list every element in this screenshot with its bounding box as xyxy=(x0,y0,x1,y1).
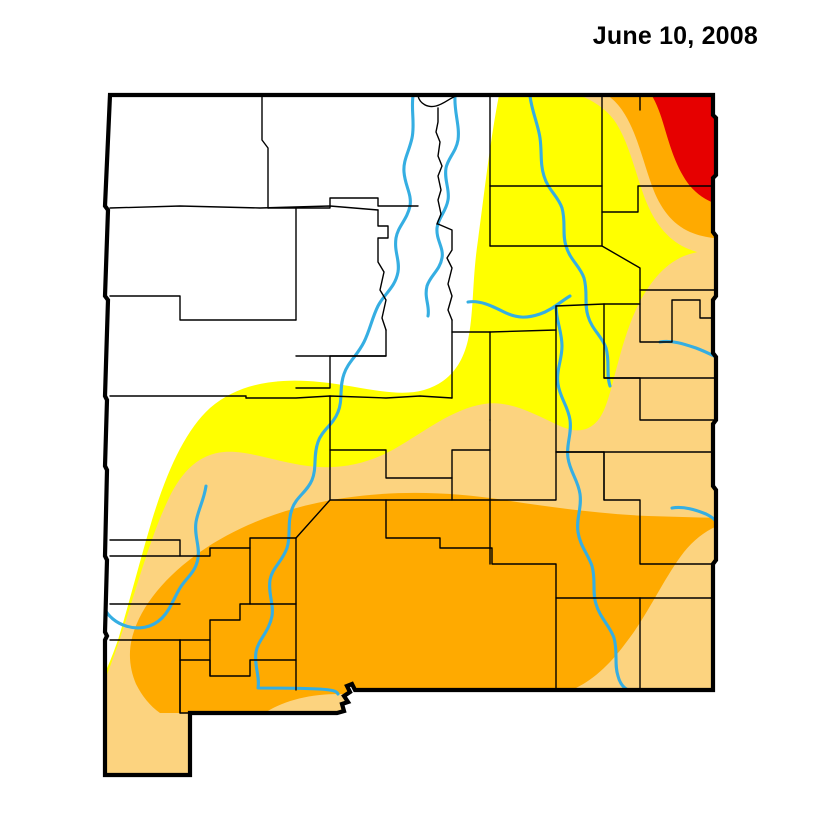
state-border-new-mexico xyxy=(102,92,719,778)
county-line-hidalgo-east xyxy=(179,659,191,714)
county-line-quay-west xyxy=(639,289,716,343)
county-line-sandoval-west xyxy=(377,209,389,331)
county-line-sandoval-santafe xyxy=(437,223,453,321)
county-line-rioarriba-west xyxy=(261,95,269,209)
county-line-socorro-north xyxy=(245,395,453,399)
county-line-otero-north xyxy=(385,499,641,599)
drought-region-d2-south xyxy=(129,492,716,775)
county-boundaries-layer xyxy=(109,95,716,714)
county-line-lincoln-north xyxy=(451,449,491,501)
county-line-harding-north xyxy=(601,245,716,291)
county-line-north-tier-south xyxy=(267,197,419,209)
river-pecos xyxy=(554,304,630,692)
county-line-sanmiguel-west xyxy=(451,331,491,421)
river-gila xyxy=(105,484,208,630)
county-line-sierra-north xyxy=(295,499,453,539)
county-line-sandoval-north xyxy=(489,185,716,213)
river-east-border-2 xyxy=(670,505,716,522)
river-chama xyxy=(424,95,460,318)
drought-region-d3-northeast xyxy=(648,95,716,208)
county-line-catron-south xyxy=(109,537,297,557)
county-line-rioarriba-taos xyxy=(417,95,457,108)
county-line-taos-south xyxy=(435,107,443,225)
county-line-cibola-south xyxy=(109,295,297,321)
county-line-catron-north xyxy=(109,395,247,399)
county-line-mckinley-north xyxy=(109,205,379,211)
